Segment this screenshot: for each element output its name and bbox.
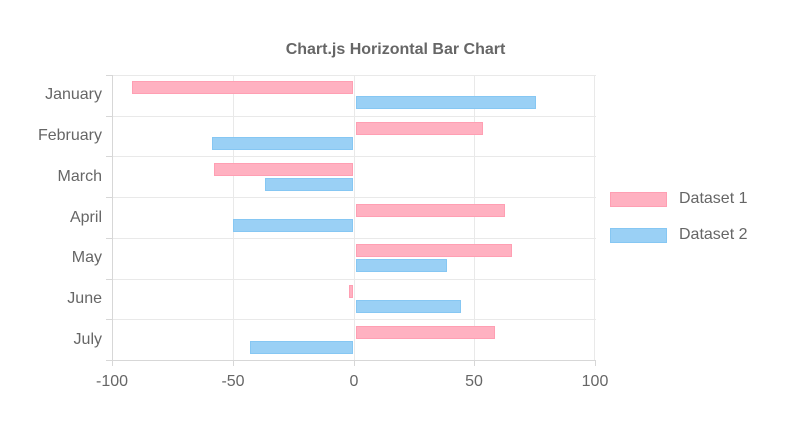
bar-june-dataset-1[interactable] (349, 285, 353, 298)
x-axis-line (112, 360, 596, 361)
plot-area (112, 75, 596, 360)
legend-swatch-dataset-2 (610, 227, 667, 243)
x-tick-label--50: -50 (221, 373, 245, 390)
x-tick-label-50: 50 (465, 373, 483, 390)
legend-label: Dataset 1 (679, 190, 748, 207)
bar-july-dataset-1[interactable] (356, 326, 495, 339)
y-axis-label-january: January (45, 86, 102, 103)
bar-january-dataset-1[interactable] (132, 81, 353, 94)
x-tick-label--100: -100 (95, 373, 129, 390)
bar-july-dataset-2[interactable] (250, 341, 353, 354)
x-tick-mark (595, 360, 596, 366)
y-axis-label-may: May (71, 249, 102, 266)
y-tick-mark (106, 116, 112, 117)
y-tick-mark (106, 319, 112, 320)
x-tick-mark (474, 360, 475, 366)
y-axis-label-june: June (67, 290, 102, 307)
gridline-x-50 (474, 75, 475, 360)
y-axis-label-february: February (37, 127, 102, 144)
legend-item-dataset-2[interactable]: Dataset 2 (610, 226, 747, 244)
bar-january-dataset-2[interactable] (356, 96, 536, 109)
bar-april-dataset-2[interactable] (233, 219, 353, 232)
gridline-x-0 (354, 75, 355, 360)
legend: Dataset 1 Dataset 2 (610, 190, 747, 262)
chart-title: Chart.js Horizontal Bar Chart (285, 41, 506, 58)
bar-february-dataset-2[interactable] (212, 137, 353, 150)
y-tick-mark (106, 238, 112, 239)
gridline-x-100 (594, 75, 595, 360)
y-tick-mark (106, 75, 112, 76)
bar-june-dataset-2[interactable] (356, 300, 461, 313)
x-tick-mark (233, 360, 234, 366)
y-axis-label-july: July (73, 331, 102, 348)
bar-march-dataset-2[interactable] (265, 178, 353, 191)
bar-february-dataset-1[interactable] (356, 122, 483, 135)
y-axis-label-april: April (69, 209, 102, 226)
gridline-x--50 (233, 75, 234, 360)
bar-april-dataset-1[interactable] (356, 204, 505, 217)
y-tick-mark (106, 156, 112, 157)
x-tick-label-100: 100 (581, 373, 609, 390)
y-axis-label-march: March (57, 168, 102, 185)
y-axis-line (112, 75, 113, 366)
legend-swatch-dataset-1 (610, 191, 667, 207)
bar-may-dataset-2[interactable] (356, 259, 447, 272)
x-tick-label-0: 0 (349, 373, 359, 390)
x-tick-mark (354, 360, 355, 366)
bar-march-dataset-1[interactable] (214, 163, 353, 176)
legend-item-dataset-1[interactable]: Dataset 1 (610, 190, 747, 208)
y-tick-mark (106, 279, 112, 280)
bar-may-dataset-1[interactable] (356, 244, 512, 257)
legend-label: Dataset 2 (679, 226, 748, 243)
y-tick-mark (106, 360, 112, 361)
y-tick-mark (106, 197, 112, 198)
